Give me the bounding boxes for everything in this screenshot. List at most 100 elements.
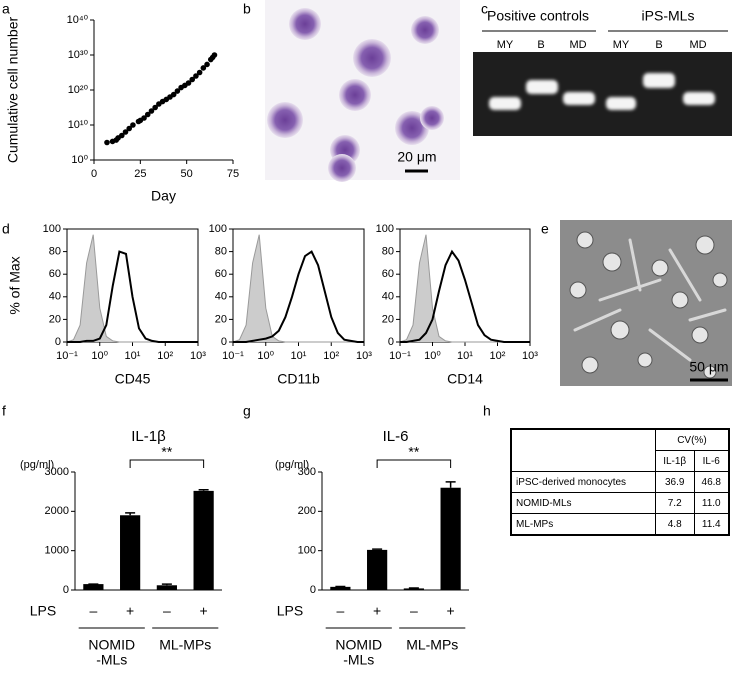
significance-bracket [129,459,205,468]
y-tick-label: 40 [382,291,394,303]
y-tick-label: 300 [298,466,316,478]
panel-label: b [243,1,251,17]
scale-bar-label: 20 μm [397,149,436,165]
histogram-area [400,234,530,342]
x-tick-label: – [336,603,344,619]
x-tick-label: 10² [157,350,173,362]
group-label: -MLs [343,652,374,668]
panel-label: c [481,1,488,17]
panel-label: g [243,403,251,419]
table-cell: 46.8 [693,471,730,493]
point [104,139,110,146]
group-label: NOMID [88,637,135,653]
point [119,132,125,139]
chart-title: IL-6 [383,428,409,445]
y-tick-label: 40 [49,291,61,303]
micrograph-b: 20 μm [265,0,460,182]
x-tick-label: 50 [181,168,193,180]
x-tick-label: + [447,603,455,619]
panel-label: d [2,221,10,237]
histogram-line [233,250,364,343]
point [196,69,203,76]
y-tick-label: 80 [215,246,227,258]
table-corner [510,428,656,472]
x-tick-label: 10⁰ [424,350,441,362]
x-tick-label: – [410,603,418,619]
lane-label: MD [569,39,586,51]
group-label: NOMID [335,637,382,653]
x-tick-label: 10³ [190,350,206,362]
row-label: LPS [277,603,303,619]
histogram-line [67,250,198,343]
error-bar [198,488,209,491]
y-tick-label: 200 [298,505,316,517]
gel: Positive controls iPS-MLs MY B MD MY B M… [473,8,732,136]
y-axis-label: (pg/ml) [20,459,54,471]
x-tick-label: 10⁰ [257,350,274,362]
x-tick-label: 10⁻¹ [222,350,244,362]
table-column: IL-6 [693,450,730,472]
x-axis-label: CD11b [277,371,320,387]
lane-label: MD [689,39,706,51]
point [170,91,177,98]
x-tick-label: – [89,603,97,619]
y-tick-label: 100 [43,223,61,235]
x-axis-label: CD45 [115,371,151,387]
y-tick-label: 20 [215,313,227,325]
point [122,129,129,135]
row-label: LPS [30,603,56,619]
x-tick-label: + [126,603,134,619]
error-bar [445,481,456,488]
lane-label: B [655,39,662,51]
x-tick-label: 10² [323,350,339,362]
y-tick-label: 3000 [45,466,69,478]
y-tick-label: 20 [49,313,61,325]
y-axis-label: % of Max [7,256,23,314]
point [189,76,196,83]
point [200,65,207,71]
point [141,115,147,121]
error-bar [372,548,383,550]
point [193,73,199,79]
gel-group: Positive controls [487,8,589,24]
y-tick-label: 80 [49,246,61,258]
table-cell: 11.4 [693,513,730,536]
chart-title: IL-1β [131,428,166,445]
bar [156,585,177,590]
histogram-area [233,234,364,342]
y-tick-label: 60 [215,268,227,280]
scale-bar-label: 50 μm [689,359,728,375]
y-tick-label: 0 [55,336,61,348]
significance-bracket [376,459,452,468]
point [130,122,136,128]
bar [440,487,461,590]
x-tick-label: 10⁰ [91,350,108,362]
panel-label: h [483,403,491,419]
point [174,88,181,94]
y-tick-label: 10⁴⁰ [67,14,89,26]
table-group-header: CV(%) [654,428,730,451]
table-cell: 36.9 [654,471,695,493]
y-tick-label: 60 [382,268,394,280]
point [144,111,151,118]
histogram-line [232,234,364,343]
table-column: IL-1β [654,450,695,472]
x-tick-label: – [163,603,171,619]
significance-label: ** [408,444,419,460]
y-tick-label: 100 [376,223,394,235]
point [185,80,192,86]
y-axis-label: (pg/ml) [275,459,309,471]
y-tick-label: 10³⁰ [68,49,89,61]
y-tick-label: 40 [215,291,227,303]
point [211,52,218,58]
y-tick-label: 10¹⁰ [68,119,89,131]
x-tick-label: 0 [91,168,97,180]
x-tick-label: 10¹ [291,350,307,362]
micrograph-e: 50 μm [560,220,732,386]
x-tick-label: 10¹ [457,350,473,362]
point [152,104,158,111]
x-tick-label: 10³ [522,350,538,362]
y-tick-label: 100 [209,223,227,235]
